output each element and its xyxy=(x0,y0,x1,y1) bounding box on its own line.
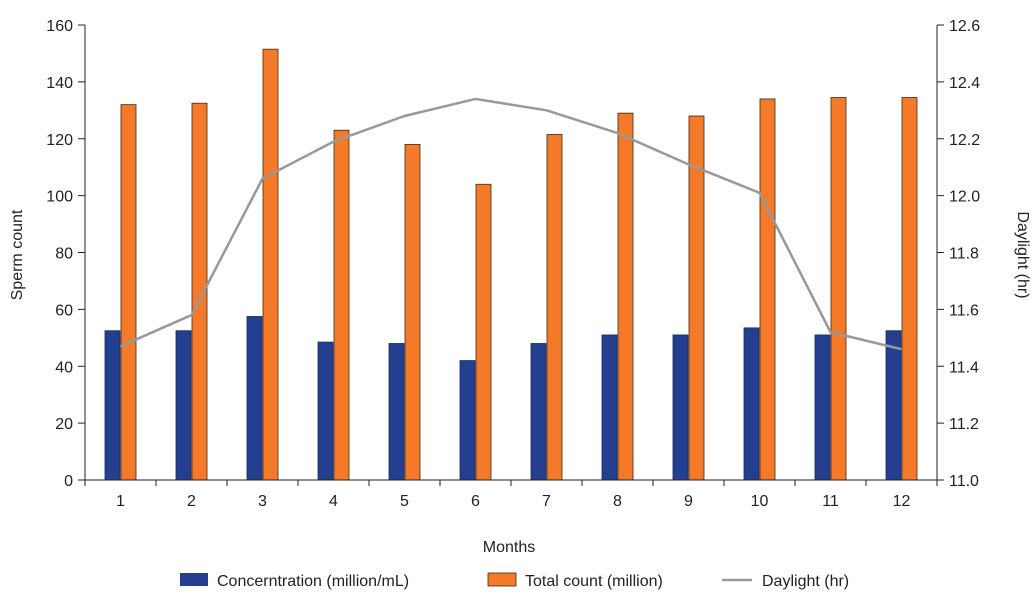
bar-concentration-1 xyxy=(104,330,121,481)
bar-concentration-2 xyxy=(175,330,192,481)
legend-label-total-count: Total count (million) xyxy=(525,573,663,590)
y-tick-label: 20 xyxy=(55,416,73,433)
bar-concentration-4 xyxy=(317,341,334,481)
y-tick-label: 160 xyxy=(46,18,73,35)
bar-total-count-7 xyxy=(546,134,563,481)
y2-tick-label: 11.2 xyxy=(949,416,979,433)
y2-tick-label: 12.6 xyxy=(949,18,980,35)
bar-total-count-11 xyxy=(830,97,847,481)
legend-label-daylight: Daylight (hr) xyxy=(762,573,849,590)
x-tick-label: 7 xyxy=(542,493,551,510)
legend-swatch-total-count xyxy=(487,572,517,587)
bar-concentration-5 xyxy=(388,343,405,481)
y-tick-label: 40 xyxy=(55,359,73,376)
y2-tick-label: 12.2 xyxy=(949,132,980,149)
bar-concentration-8 xyxy=(601,334,618,481)
y-tick-label: 0 xyxy=(64,473,73,490)
bar-concentration-10 xyxy=(743,327,760,481)
bar-total-count-5 xyxy=(404,144,421,481)
bar-concentration-3 xyxy=(246,316,263,481)
x-tick-label: 5 xyxy=(400,493,409,510)
y2-tick-label: 11.4 xyxy=(949,359,979,376)
bar-concentration-9 xyxy=(672,334,689,481)
line-layer xyxy=(119,97,902,351)
y2-tick-label: 11.8 xyxy=(949,246,979,263)
x-tick-label: 12 xyxy=(893,493,911,510)
bar-total-count-8 xyxy=(617,112,634,481)
x-tick-label: 6 xyxy=(471,493,480,510)
bar-concentration-12 xyxy=(885,330,902,481)
y-axis-title: Sperm count xyxy=(9,209,26,300)
x-axis-title: Months xyxy=(483,539,535,556)
bar-concentration-6 xyxy=(459,360,476,481)
y-tick-label: 100 xyxy=(46,189,73,206)
axes-layer: 0 20 40 60 80 100 120 140 160 11.0 11.2 11.4 11.6 11.… xyxy=(46,18,980,510)
y2-tick-label: 12.0 xyxy=(949,189,980,206)
bar-concentration-7 xyxy=(530,343,547,481)
x-tick-label: 3 xyxy=(258,493,267,510)
x-tick-label: 1 xyxy=(116,493,125,510)
x-tick-label: 11 xyxy=(822,493,839,510)
bar-total-count-10 xyxy=(759,98,776,481)
x-tick-label: 2 xyxy=(187,493,196,510)
y-tick-label: 60 xyxy=(55,302,73,319)
x-tick-label: 8 xyxy=(613,493,622,510)
line-daylight xyxy=(119,97,902,351)
y-tick-label: 140 xyxy=(46,75,73,92)
y-tick-label: 120 xyxy=(46,132,73,149)
legend: Concerntration (million/mL) Total count … xyxy=(180,572,849,590)
bars-layer xyxy=(104,48,918,481)
y2-tick-label: 11.6 xyxy=(949,302,979,319)
y2-axis-title: Daylight (hr) xyxy=(1014,211,1031,298)
y-tick-label: 80 xyxy=(55,246,73,263)
x-tick-label: 4 xyxy=(329,493,338,510)
x-tick-label: 9 xyxy=(684,493,693,510)
y2-tick-label: 12.4 xyxy=(949,75,980,92)
bar-total-count-6 xyxy=(475,183,492,481)
bar-total-count-12 xyxy=(901,97,918,481)
x-tick-label: 10 xyxy=(751,493,769,510)
legend-label-concentration: Concerntration (million/mL) xyxy=(217,573,409,590)
bar-concentration-11 xyxy=(814,334,831,481)
y2-tick-label: 11.0 xyxy=(949,473,979,490)
bar-total-count-3 xyxy=(262,48,279,481)
bar-total-count-1 xyxy=(120,104,137,481)
bar-total-count-4 xyxy=(333,129,350,481)
legend-swatch-concentration xyxy=(180,573,208,586)
